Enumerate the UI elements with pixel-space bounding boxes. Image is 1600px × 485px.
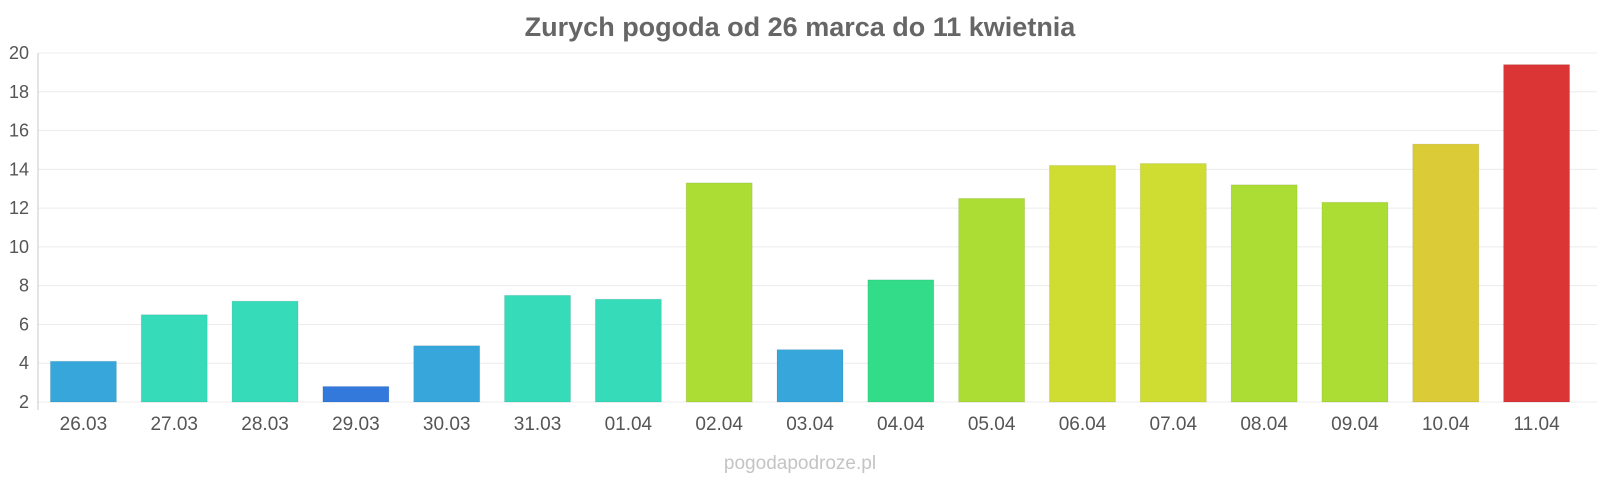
bar-02.04 — [685, 182, 753, 403]
y-tick-label: 6 — [19, 314, 29, 334]
bar-28.03 — [231, 300, 299, 403]
x-tick-label: 31.03 — [514, 414, 562, 435]
y-tick-label: 14 — [9, 159, 29, 179]
watermark-text: pogodapodroze.pl — [724, 453, 876, 474]
y-tick-label: 20 — [9, 43, 29, 63]
bar-29.03 — [322, 385, 390, 403]
bar-11.04 — [1503, 64, 1571, 403]
bar-27.03 — [140, 314, 208, 403]
x-tick-label: 05.04 — [968, 414, 1016, 435]
x-tick-label: 06.04 — [1059, 414, 1107, 435]
bar-06.04 — [1048, 164, 1116, 403]
x-tick-label: 29.03 — [332, 414, 380, 435]
x-tick-label: 28.03 — [241, 414, 289, 435]
bars — [49, 64, 1571, 403]
y-tick-label: 18 — [9, 82, 29, 102]
bar-01.04 — [594, 298, 662, 403]
bar-30.03 — [413, 345, 481, 403]
y-tick-label: 12 — [9, 198, 29, 218]
bar-10.04 — [1412, 143, 1480, 403]
x-tick-label: 08.04 — [1240, 414, 1288, 435]
x-tick-label: 07.04 — [1150, 414, 1198, 435]
bar-09.04 — [1321, 201, 1389, 403]
x-tick-label: 04.04 — [877, 414, 925, 435]
y-axis-ticks: 2 4 6 8 10 12 14 16 18 20 — [9, 43, 29, 412]
bar-04.04 — [867, 279, 935, 403]
y-tick-label: 8 — [19, 276, 29, 296]
bar-03.04 — [776, 349, 844, 403]
x-tick-label: 02.04 — [695, 414, 743, 435]
x-tick-label: 09.04 — [1331, 414, 1379, 435]
x-tick-label: 30.03 — [423, 414, 471, 435]
y-tick-label: 10 — [9, 237, 29, 257]
x-tick-label: 10.04 — [1422, 414, 1470, 435]
x-tick-label: 01.04 — [605, 414, 653, 435]
bar-08.04 — [1230, 184, 1298, 403]
y-tick-label: 4 — [19, 353, 29, 373]
x-tick-label: 11.04 — [1514, 414, 1561, 435]
bar-31.03 — [504, 294, 572, 403]
x-tick-label: 26.03 — [60, 414, 108, 435]
bar-26.03 — [49, 360, 117, 403]
chart-title: Zurych pogoda od 26 marca do 11 kwietnia — [525, 12, 1077, 42]
x-tick-label: 27.03 — [150, 414, 198, 435]
y-tick-label: 2 — [19, 392, 29, 412]
bar-05.04 — [958, 197, 1026, 403]
y-tick-label: 16 — [9, 121, 29, 141]
x-tick-label: 03.04 — [786, 414, 834, 435]
x-axis-ticks: 26.03 27.03 28.03 29.03 30.03 31.03 01.04 02.04… — [60, 414, 1560, 435]
bar-07.04 — [1139, 163, 1207, 403]
